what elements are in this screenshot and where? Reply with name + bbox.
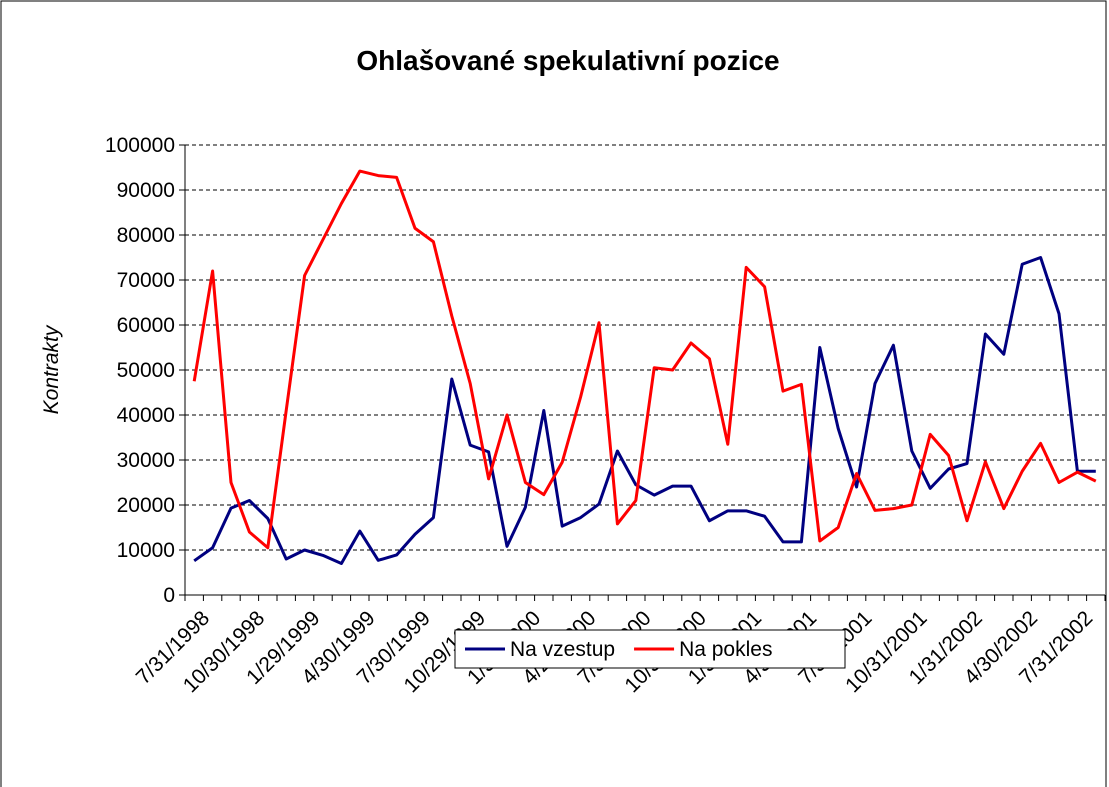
y-axis-label: Kontrakty — [40, 324, 63, 414]
y-tick-label: 80000 — [117, 224, 175, 247]
y-tick-label: 90000 — [117, 179, 175, 202]
chart-title: Ohlašované spekulativní pozice — [356, 45, 779, 76]
y-tick-label: 60000 — [117, 314, 175, 337]
y-tick-label: 0 — [163, 584, 175, 607]
y-tick-label: 100000 — [105, 134, 175, 157]
y-tick-label: 70000 — [117, 269, 175, 292]
legend: Na vzestup Na pokles — [454, 629, 846, 669]
series-line — [192, 169, 1097, 550]
y-tick-label: 50000 — [117, 359, 175, 382]
y-tick-label: 20000 — [117, 494, 175, 517]
legend-label: Na vzestup — [510, 638, 615, 661]
y-tick-label: 40000 — [117, 404, 175, 427]
y-tick-label: 30000 — [117, 449, 175, 472]
y-tick-label: 10000 — [117, 539, 175, 562]
legend-label: Na pokles — [679, 638, 772, 661]
series-line — [193, 256, 1096, 565]
